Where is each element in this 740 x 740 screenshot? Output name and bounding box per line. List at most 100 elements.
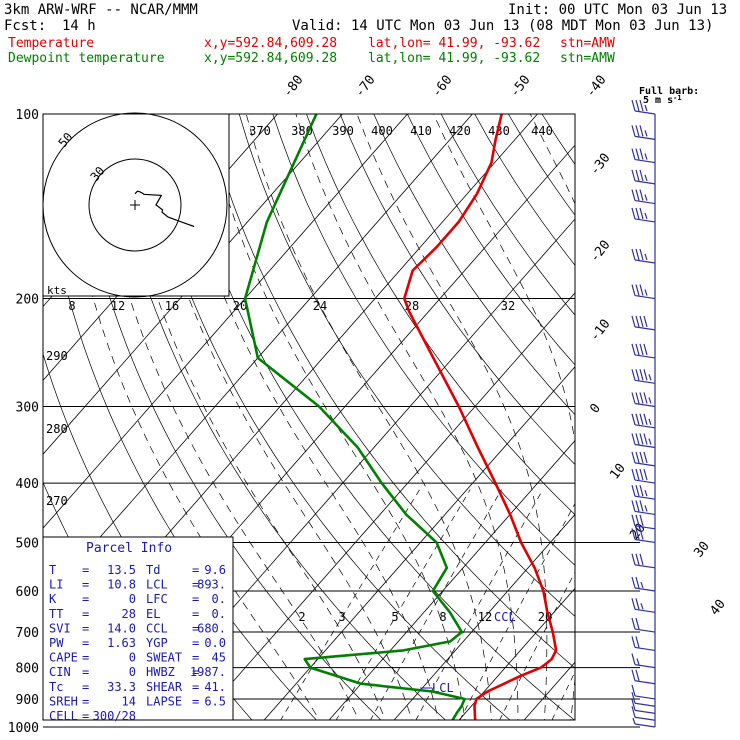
parcel-row-value: 0 <box>129 592 136 606</box>
pressure-tick-label: 300 <box>16 400 39 415</box>
parcel-row-equals: = <box>192 665 199 679</box>
wind-barb <box>631 284 656 300</box>
parcel-info-panel: Parcel Info T = 13.5 Td = 9.6LI = 10.8 LCL =893.K… <box>42 536 234 723</box>
wind-barb-staff <box>634 158 656 164</box>
wind-barb-staff <box>634 538 656 544</box>
wind-barb-feather <box>631 706 636 718</box>
wind-barb <box>631 189 656 205</box>
wind-barb <box>631 169 656 185</box>
wind-barb-staff <box>634 495 656 500</box>
wind-barb-feather <box>639 413 644 425</box>
wind-barb-half-feather <box>644 289 648 296</box>
parcel-row-value: 1.63 <box>107 636 136 650</box>
wind-barb-half-feather <box>644 253 648 261</box>
wind-barb-feather <box>639 468 644 481</box>
wind-barb-feather <box>631 248 636 261</box>
wind-barb-feather <box>635 148 640 160</box>
mixing-ratio-label: 12 <box>478 610 492 624</box>
wind-barb <box>631 669 656 685</box>
parcel-row-equals: = <box>82 680 89 694</box>
wind-barb-feather <box>635 485 640 497</box>
dry-adiabat-label: 280 <box>46 422 68 436</box>
parcel-row-key: CCL <box>146 621 168 635</box>
potential-temperature-label: 370 <box>249 124 271 138</box>
wind-barb-feather <box>631 315 636 328</box>
valid-time: Valid: 14 UTC Mon 03 Jun 13 (08 MDT Mon … <box>292 18 714 34</box>
wind-barb-half-feather <box>644 153 648 160</box>
temperature-line <box>402 114 558 720</box>
pressure-tick-label: 800 <box>16 662 39 677</box>
temperature-latlon: lat,lon= 41.99, -93.62 <box>368 36 541 51</box>
wind-barb-staff <box>634 110 656 115</box>
wind-barb-feather <box>631 553 636 566</box>
wind-barb-feather <box>639 248 644 261</box>
wind-barb-feather <box>639 148 644 160</box>
parcel-row-key: LAPSE <box>146 694 182 708</box>
wind-barb-feather <box>631 653 636 665</box>
parcel-row-equals: = <box>82 592 89 606</box>
wind-barb-half-feather <box>640 603 644 610</box>
wind-barb-staff <box>634 135 656 140</box>
potential-temperature-label: 430 <box>488 124 510 138</box>
wind-barb-feather <box>635 500 640 512</box>
parcel-row-equals: = <box>192 621 199 635</box>
moist-adiabat-line <box>204 114 466 720</box>
wind-barb-staff <box>634 608 656 613</box>
wind-barb-feather <box>635 598 640 610</box>
dry-adiabat-line <box>576 114 740 740</box>
hodograph-unit-label: kts <box>47 284 67 297</box>
wind-barb-staff <box>634 695 656 700</box>
wind-barb <box>631 500 656 516</box>
wind-barb-feather <box>639 315 644 328</box>
wind-barb-staff <box>634 716 656 721</box>
isotherm-line <box>328 440 575 720</box>
wind-barb-staff <box>634 664 656 669</box>
wind-barb-feather <box>631 692 636 704</box>
parcel-row-equals: = <box>192 651 199 665</box>
wind-barb-half-feather <box>644 212 648 220</box>
wind-barb-feather <box>643 315 648 328</box>
pressure-tick-label: 900 <box>16 693 39 708</box>
wind-barb-feather <box>639 125 644 137</box>
wind-barb-feather <box>635 553 640 566</box>
wind-barb-feather <box>643 468 648 481</box>
wind-barb-half-feather <box>648 418 652 425</box>
wind-barb <box>631 653 656 669</box>
dewpoint-legend-label: Dewpoint temperature <box>8 51 165 66</box>
wind-speed-label: 16 <box>165 299 179 313</box>
parcel-row-value: 0.0 <box>204 636 226 650</box>
isotherm-line <box>702 86 740 740</box>
parcel-row-key: TT <box>49 607 63 621</box>
isotherm-line <box>523 661 575 720</box>
wind-barb-half-feather <box>644 194 648 201</box>
wind-barb-column <box>631 99 656 728</box>
wind-barb-half-feather <box>640 581 644 589</box>
parcel-row-key: Td <box>146 563 160 577</box>
wind-speed-label: 20 <box>233 299 247 313</box>
wind-barb-staff <box>634 525 656 530</box>
wind-barb-half-feather <box>644 130 648 137</box>
wind-barb-half-feather <box>648 438 652 445</box>
parcel-row-value: 0 <box>129 665 136 679</box>
pressure-tick-label: 600 <box>16 585 39 600</box>
mixing-ratio-line <box>280 489 420 720</box>
wind-barb-feather <box>635 669 640 681</box>
dry-adiabat-line <box>70 114 382 720</box>
wind-barb <box>631 598 656 613</box>
wind-barb-feather <box>639 392 644 404</box>
wind-barb <box>631 392 656 408</box>
wind-barb-feather <box>635 433 640 445</box>
isotherm-label: -80 <box>280 73 306 101</box>
wind-barb-feather <box>631 598 636 610</box>
parcel-row-key: K <box>49 592 57 606</box>
wind-barb-feather <box>635 248 640 261</box>
parcel-row-key: EL <box>146 607 160 621</box>
isotherm-label: -30 <box>587 151 613 179</box>
parcel-row-equals: = <box>192 636 199 650</box>
parcel-row-equals: = <box>192 607 199 621</box>
wind-barb-feather <box>635 189 640 201</box>
dewpoint-station: stn=AMW <box>560 51 615 66</box>
wind-barb-feather <box>635 528 640 540</box>
parcel-row-key: LFC <box>146 592 168 606</box>
wind-barb-feather <box>639 553 644 566</box>
